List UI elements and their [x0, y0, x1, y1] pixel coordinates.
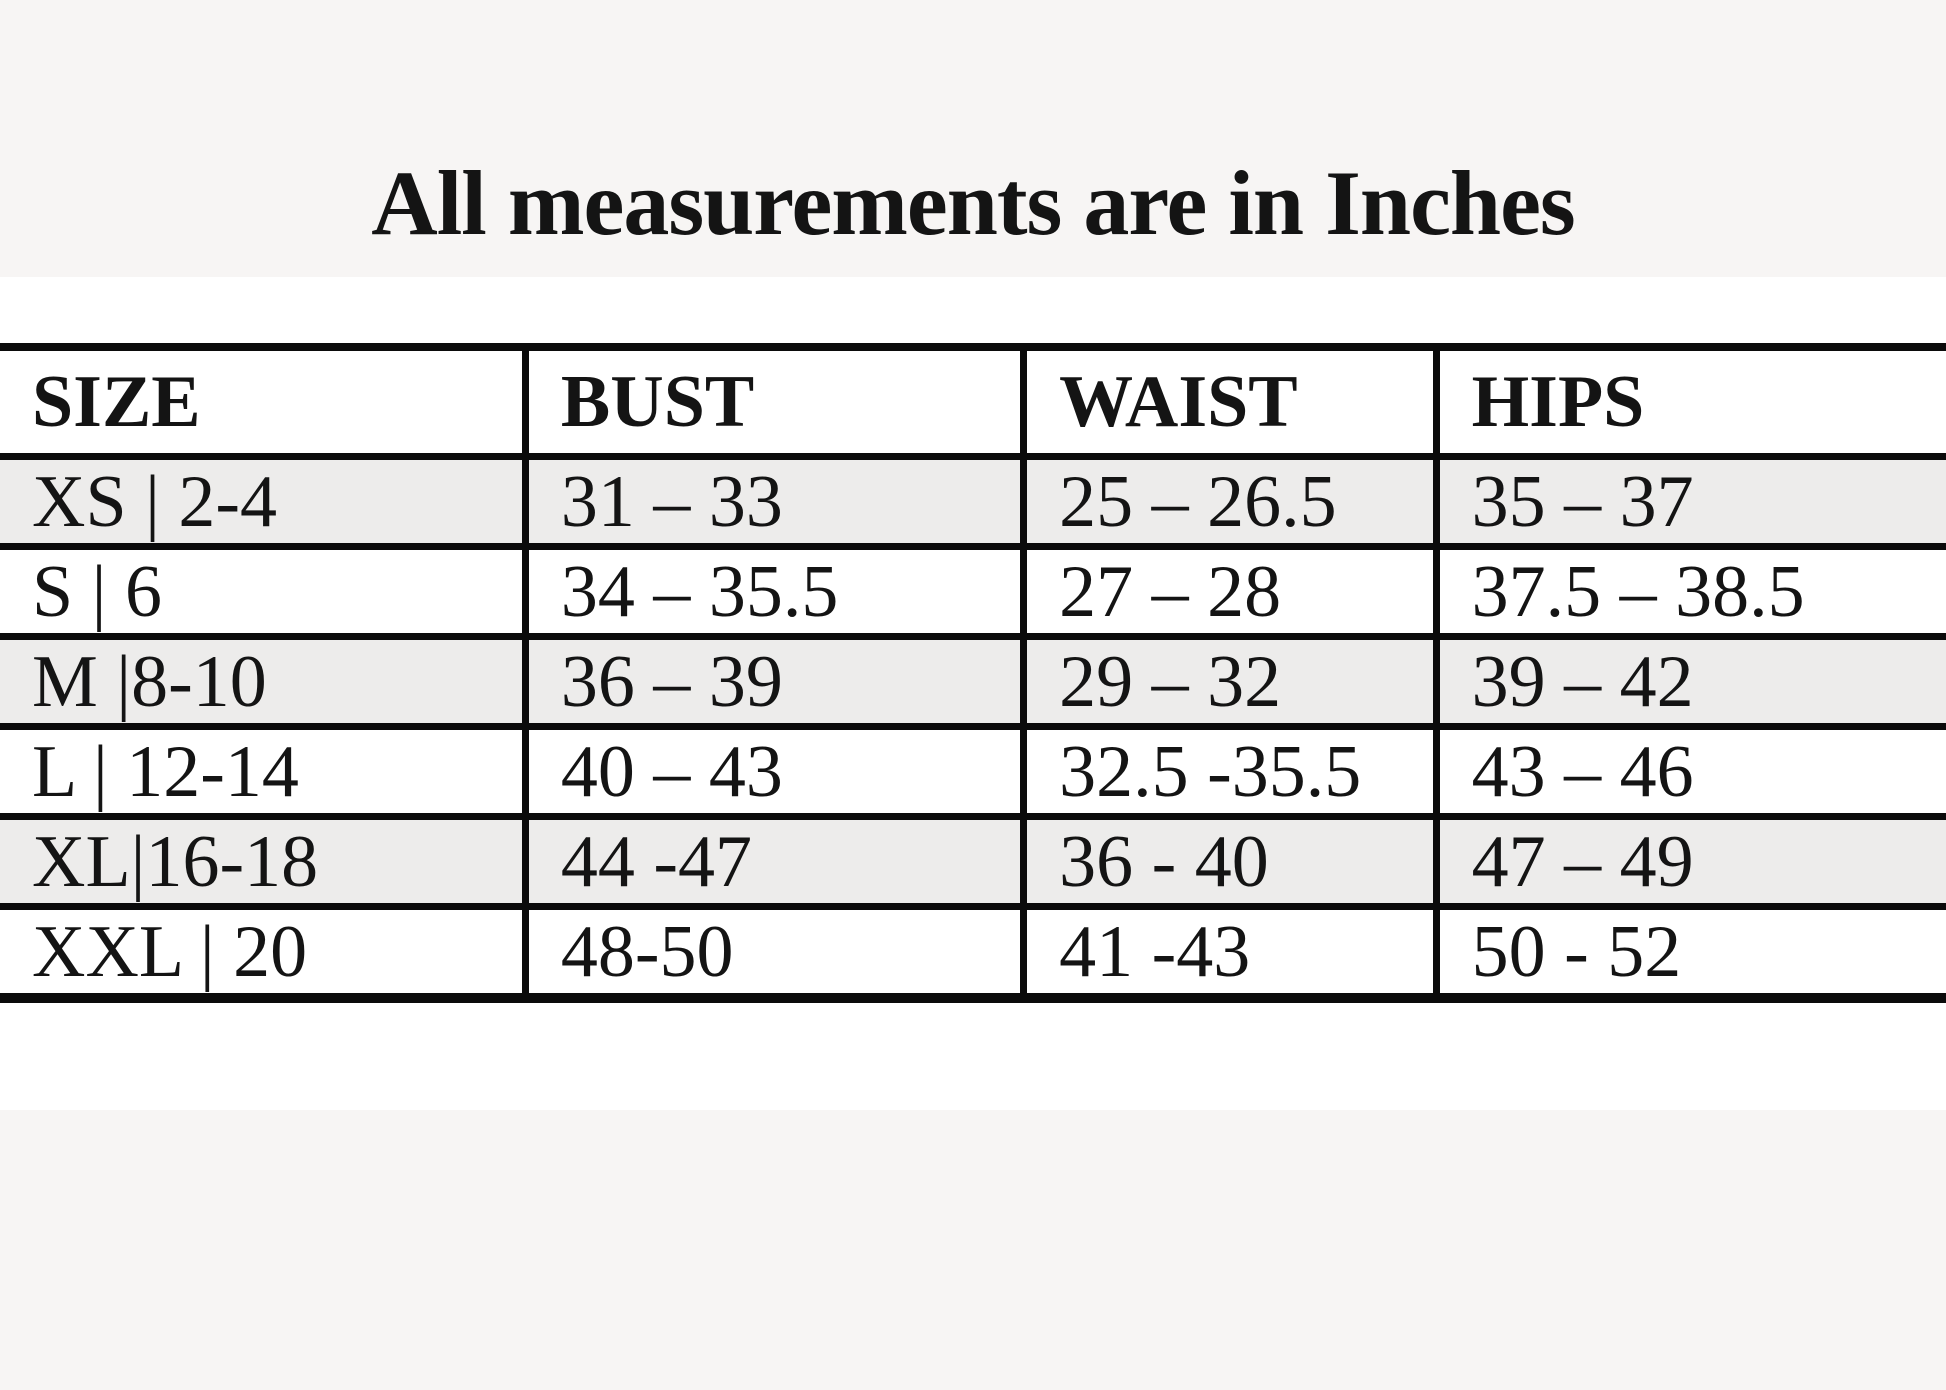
bust-cell: 34 – 35.5	[525, 546, 1028, 640]
title-band: All measurements are in Inches	[0, 0, 1946, 277]
hips-cell: 47 – 49	[1436, 816, 1946, 910]
hips-column-header: HIPS	[1436, 347, 1946, 460]
size-cell: M |8-10	[0, 636, 529, 730]
table-row-xxl: XXL | 20 48-50 41 -43 50 - 52	[0, 906, 1946, 1002]
bottom-gap	[0, 1003, 1946, 1110]
waist-cell: 41 -43	[1023, 906, 1440, 1002]
size-chart-table: SIZE BUST WAIST HIPS XS | 2-4 31 – 33 25…	[0, 343, 1946, 1003]
size-column-header: SIZE	[0, 347, 529, 460]
waist-cell: 36 - 40	[1023, 816, 1440, 910]
waist-cell: 25 – 26.5	[1023, 456, 1440, 550]
bottom-band	[0, 1110, 1946, 1390]
bust-cell: 40 – 43	[525, 726, 1028, 820]
top-gap	[0, 277, 1946, 343]
bust-cell: 48-50	[525, 906, 1028, 1002]
table-row-xl: XL|16-18 44 -47 36 - 40 47 – 49	[0, 816, 1946, 910]
hips-cell: 39 – 42	[1436, 636, 1946, 730]
page-title: All measurements are in Inches	[371, 152, 1575, 254]
table-row-xs: XS | 2-4 31 – 33 25 – 26.5 35 – 37	[0, 456, 1946, 550]
waist-cell: 29 – 32	[1023, 636, 1440, 730]
bust-cell: 44 -47	[525, 816, 1028, 910]
table-row-s: S | 6 34 – 35.5 27 – 28 37.5 – 38.5	[0, 546, 1946, 640]
waist-cell: 27 – 28	[1023, 546, 1440, 640]
size-cell: S | 6	[0, 546, 529, 640]
waist-column-header: WAIST	[1023, 347, 1440, 460]
table-row-m: M |8-10 36 – 39 29 – 32 39 – 42	[0, 636, 1946, 730]
header-row: SIZE BUST WAIST HIPS	[0, 347, 1946, 460]
size-cell: XS | 2-4	[0, 456, 529, 550]
table-row-l: L | 12-14 40 – 43 32.5 -35.5 43 – 46	[0, 726, 1946, 820]
size-cell: XL|16-18	[0, 816, 529, 910]
hips-cell: 43 – 46	[1436, 726, 1946, 820]
bust-cell: 31 – 33	[525, 456, 1028, 550]
hips-cell: 37.5 – 38.5	[1436, 546, 1946, 640]
bust-cell: 36 – 39	[525, 636, 1028, 730]
size-cell: XXL | 20	[0, 906, 529, 1002]
bust-column-header: BUST	[525, 347, 1028, 460]
waist-cell: 32.5 -35.5	[1023, 726, 1440, 820]
size-cell: L | 12-14	[0, 726, 529, 820]
hips-cell: 50 - 52	[1436, 906, 1946, 1002]
hips-cell: 35 – 37	[1436, 456, 1946, 550]
